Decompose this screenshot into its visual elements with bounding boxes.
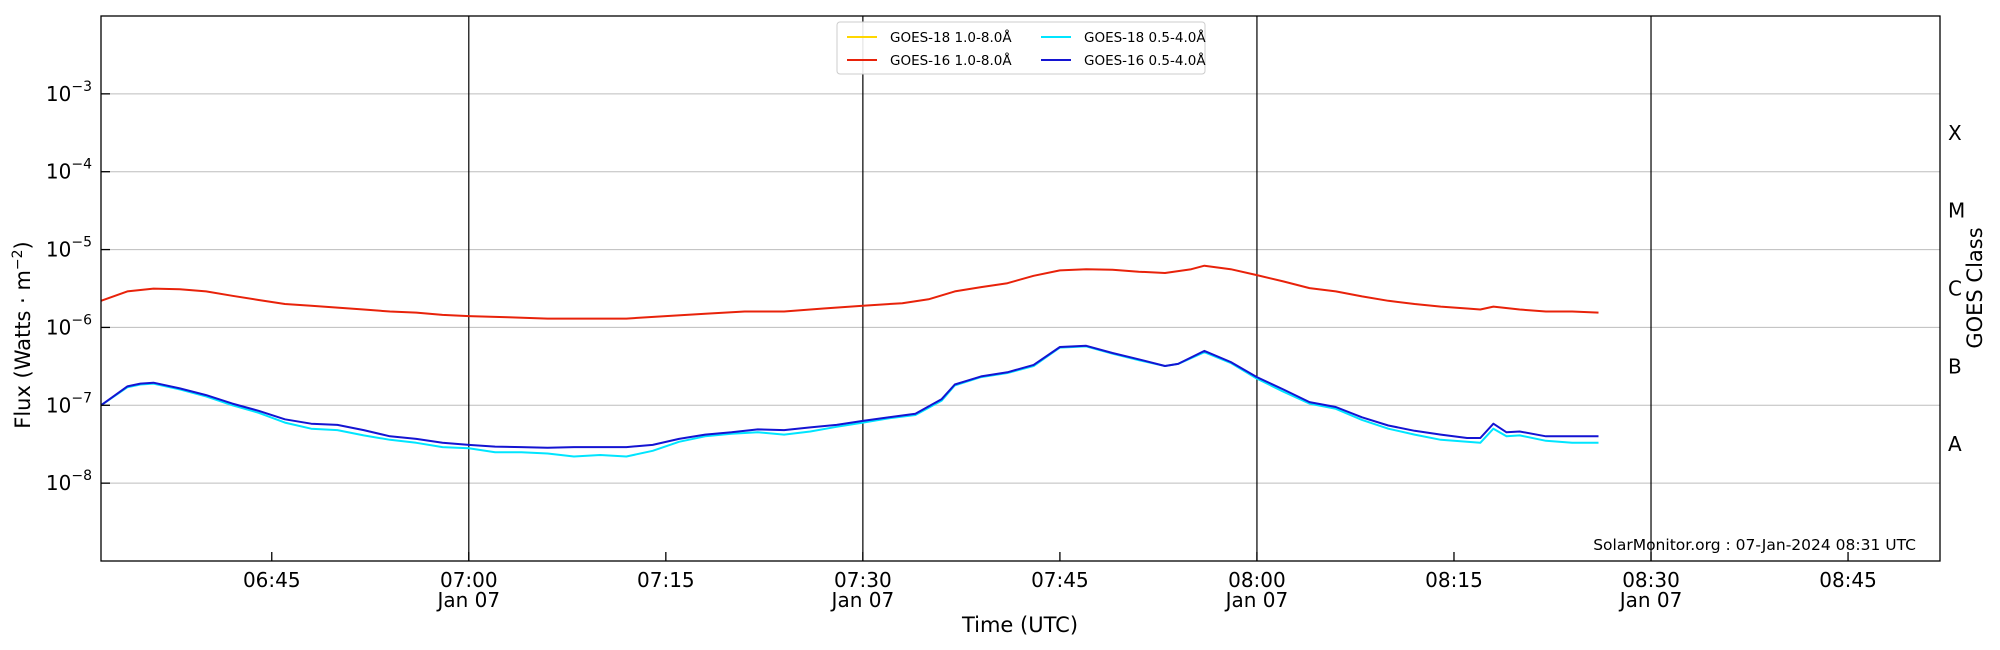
x-axis-title: Time (UTC) <box>961 613 1078 637</box>
x-tick-date-label: Jan 07 <box>1224 588 1289 612</box>
goes-class-m: M <box>1948 199 1965 223</box>
y-tick-label: 10−4 <box>46 157 92 184</box>
goes-class-a: A <box>1948 432 1962 456</box>
x-tick-date-label: Jan 07 <box>1618 588 1683 612</box>
y-tick-label: 10−5 <box>46 235 92 262</box>
x-tick-date-label: Jan 07 <box>830 588 895 612</box>
goes-class-c: C <box>1948 277 1962 301</box>
y-tick-label: 10−6 <box>46 312 92 339</box>
x-tick-label: 08:15 <box>1425 568 1483 592</box>
y-tick-label: 10−8 <box>46 468 92 495</box>
y-axis-ticks: 10−3 10−4 10−5 10−6 10−7 10−8 <box>46 79 110 495</box>
series-line-2 <box>100 345 1599 458</box>
y-tick-label: 10−7 <box>46 390 92 417</box>
legend-label: GOES-18 1.0-8.0Å <box>890 29 1012 46</box>
credit-text: SolarMonitor.org : 07-Jan-2024 08:31 UTC <box>1593 536 1916 554</box>
x-tick-label: 08:30 <box>1622 568 1680 592</box>
x-tick-label: 07:45 <box>1031 568 1089 592</box>
y-tick-label: 10−3 <box>46 79 92 106</box>
legend-label: GOES-18 0.5-4.0Å <box>1084 29 1206 46</box>
horizontal-gridlines <box>101 93 1940 484</box>
goes-class-labels: A B C M X <box>1948 121 1965 456</box>
x-tick-label: 07:15 <box>637 568 695 592</box>
y-axis-title: Flux (Watts · m−2) <box>10 241 35 429</box>
series-line-3 <box>100 344 1599 449</box>
day-marker-lines <box>468 16 1652 561</box>
x-tick-date-label: Jan 07 <box>435 588 500 612</box>
legend-label: GOES-16 0.5-4.0Å <box>1084 52 1206 69</box>
series-lines <box>100 264 1599 458</box>
goes-class-x: X <box>1948 121 1962 145</box>
x-tick-label: 08:45 <box>1819 568 1877 592</box>
legend-label: GOES-16 1.0-8.0Å <box>890 52 1012 69</box>
plot-frame <box>100 15 1941 562</box>
goes-class-b: B <box>1948 354 1962 378</box>
legend: GOES-18 1.0-8.0Å GOES-16 1.0-8.0Å GOES-18 … <box>836 21 1206 75</box>
series-line-1 <box>100 264 1599 320</box>
x-tick-label: 06:45 <box>243 568 301 592</box>
legend-box <box>836 21 1206 75</box>
x-tick-label: 07:30 <box>834 568 892 592</box>
goes-class-axis-title: GOES Class <box>1963 227 1987 348</box>
x-tick-label: 07:00 <box>440 568 498 592</box>
x-tick-label: 08:00 <box>1228 568 1286 592</box>
